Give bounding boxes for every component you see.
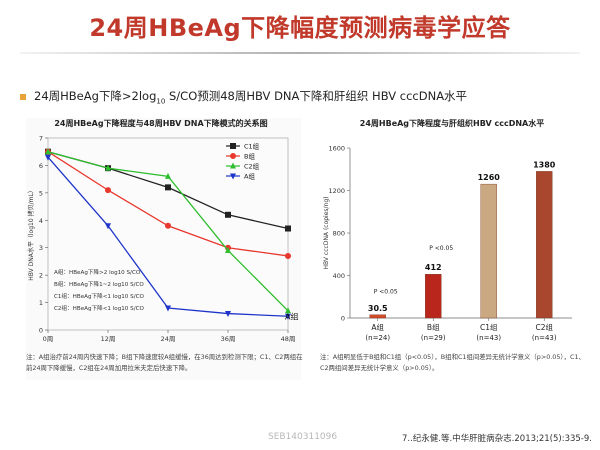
marker-triangle-down bbox=[45, 154, 51, 161]
y-tick-label: 4 bbox=[39, 217, 43, 225]
bar-n-label: (n=29) bbox=[421, 334, 446, 342]
slide-title: 24周HBeAg下降幅度预测病毒学应答 bbox=[89, 14, 511, 42]
marker-triangle-up bbox=[165, 172, 171, 179]
legend-label: B组 bbox=[244, 152, 255, 161]
subtitle-text-before: 24周HBeAg下降>2log bbox=[34, 89, 157, 103]
inset-group-label: B组：HBeAg下降1~2 log10 S/CO bbox=[54, 280, 144, 288]
y-tick-label: 7 bbox=[39, 135, 43, 143]
plot-area bbox=[47, 137, 289, 331]
marker-triangle-down bbox=[165, 305, 171, 312]
bar bbox=[425, 274, 442, 319]
marker-circle bbox=[230, 153, 236, 159]
marker-square bbox=[225, 211, 231, 218]
inset-group-label: A组：HBeAg下降>2 log10 S/CO bbox=[54, 268, 141, 276]
marker-triangle-down bbox=[230, 173, 236, 180]
series-triangle-down bbox=[45, 154, 291, 320]
marker-triangle-down bbox=[285, 313, 291, 320]
marker-triangle-up bbox=[230, 162, 236, 169]
x-tick-label: 12周 bbox=[101, 335, 116, 343]
end-series-label: A组 bbox=[285, 311, 298, 321]
y-tick-label: 2 bbox=[39, 272, 43, 280]
marker-triangle-up bbox=[285, 307, 291, 314]
y-tick-label: 5 bbox=[39, 189, 43, 197]
bar-chart: 0 400 800 1200 1600 HBV cccDNA (copies/ng) 30.… bbox=[323, 145, 572, 342]
x-tick-label: C1组 bbox=[480, 322, 498, 332]
marker-triangle-up bbox=[225, 246, 231, 253]
bar bbox=[536, 171, 553, 319]
p-value-annotation: P <0.05 bbox=[374, 289, 398, 296]
marker-square bbox=[230, 143, 236, 149]
marker-square bbox=[165, 184, 171, 191]
slide-subtitle: 24周HBeAg下降>2log10 S/CO预测48周HBV DNA下降和肝组织… bbox=[34, 88, 467, 105]
inset-group-label: C1组：HBeAg下降<1 log10 S/CO bbox=[54, 292, 144, 300]
marker-triangle-up bbox=[45, 148, 51, 155]
y-tick-label: 1600 bbox=[328, 145, 345, 153]
y-tick-label: 800 bbox=[333, 230, 345, 238]
subtitle-subscript: 10 bbox=[156, 97, 166, 106]
bar-chart-panel: 24周HBeAg下降程度与肝组织HBV cccDNA水平 0 400 800 1200… bbox=[320, 118, 584, 380]
y-tick-label: 1 bbox=[39, 299, 43, 307]
marker-square bbox=[285, 225, 291, 232]
y-axis-label: HBV DNA水平（log10 拷贝/mL） bbox=[27, 187, 35, 281]
inset-group-label: C2组：HBeAg下降<1 log10 S/CO bbox=[54, 304, 144, 312]
x-tick-label: C2组 bbox=[535, 322, 553, 332]
bar-value-label: 412 bbox=[425, 263, 442, 272]
watermark-code: SEB140311096 bbox=[268, 432, 338, 442]
y-tick-label: 0 bbox=[39, 327, 43, 335]
p-value-annotation: P <0.05 bbox=[429, 245, 453, 252]
bar-value-label: 1380 bbox=[533, 160, 556, 169]
bar-value-label: 30.5 bbox=[368, 304, 388, 313]
citation: 7..纪永健.等.中华肝脏病杂志.2013;21(5):335-9. bbox=[401, 434, 592, 444]
y-tick-label: 1200 bbox=[328, 187, 345, 195]
legend-label: A组 bbox=[244, 172, 255, 181]
y-tick-label: 3 bbox=[39, 244, 43, 252]
x-tick-label: 36周 bbox=[221, 335, 236, 343]
line-chart-note: 注：A组治疗前24周内快速下降；B组下降速度较A组缓慢，在36周达到检测下限；C… bbox=[26, 353, 303, 372]
marker-circle bbox=[105, 187, 111, 194]
x-tick-label: A组 bbox=[371, 322, 384, 332]
x-tick-label: 0周 bbox=[43, 335, 54, 343]
bullet-marker bbox=[20, 94, 26, 100]
x-tick-label: B组 bbox=[427, 322, 440, 332]
marker-circle bbox=[165, 222, 171, 229]
bar-chart-note: 注：A组明显低于B组和C1组（p<0.05），B组和C1组间差异无统计学意义（p… bbox=[320, 353, 585, 372]
bar-n-label: (n=24) bbox=[365, 334, 390, 342]
subtitle-text-after: S/CO预测48周HBV DNA下降和肝组织 HBV cccDNA水平 bbox=[165, 89, 468, 103]
legend-label: C1组 bbox=[244, 142, 260, 151]
y-tick-label: 0 bbox=[341, 315, 345, 323]
legend-label: C2组 bbox=[244, 162, 260, 171]
bar-chart-title: 24周HBeAg下降程度与肝组织HBV cccDNA水平 bbox=[359, 119, 545, 128]
marker-triangle-up bbox=[105, 164, 111, 171]
series-triangle-up bbox=[45, 148, 291, 314]
bar-value-label: 1260 bbox=[478, 173, 501, 182]
bar bbox=[369, 314, 386, 319]
line-chart: 0 1 2 3 4 5 6 7 0周 12周 24周 36周 48周 HBV DNA水平（log10 拷贝… bbox=[27, 135, 298, 344]
line-chart-title: 24周HBeAg下降程度与48周HBV DNA下降模式的关系图 bbox=[54, 119, 268, 128]
y-tick-label: 6 bbox=[39, 162, 43, 170]
marker-circle bbox=[285, 252, 291, 259]
y-axis-label: HBV cccDNA (copies/ng) bbox=[323, 196, 330, 269]
bar-n-label: (n=43) bbox=[532, 334, 557, 342]
x-tick-label: 24周 bbox=[161, 335, 176, 343]
marker-triangle-down bbox=[225, 311, 231, 318]
bar bbox=[480, 183, 497, 319]
marker-triangle-down bbox=[105, 223, 111, 230]
bar-n-label: (n=43) bbox=[476, 334, 501, 342]
title-divider bbox=[20, 52, 580, 54]
x-tick-label: 48周 bbox=[281, 335, 296, 343]
y-tick-label: 400 bbox=[333, 272, 345, 280]
line-chart-panel: 24周HBeAg下降程度与48周HBV DNA下降模式的关系图 0 1 2 3 4 5 6 7… bbox=[26, 118, 301, 380]
